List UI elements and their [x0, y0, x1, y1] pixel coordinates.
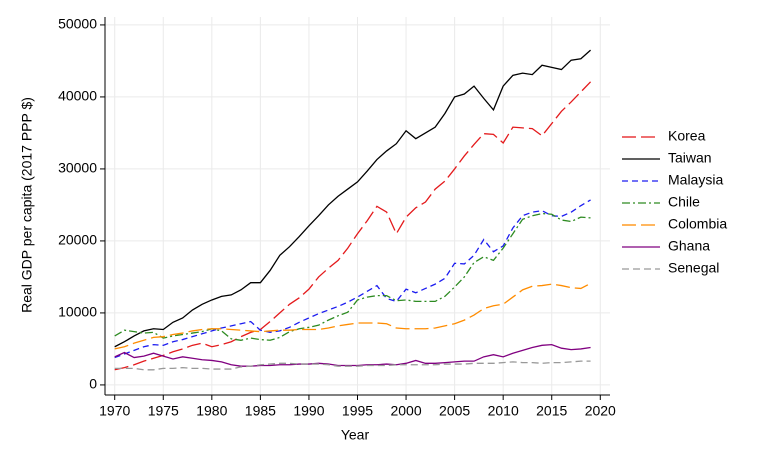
x-tick-label: 1980: [196, 403, 227, 419]
series-line: [114, 49, 592, 348]
x-tick-label: 1975: [148, 403, 179, 419]
x-axis-label: Year: [341, 427, 370, 443]
series-line: [114, 199, 591, 359]
series-line: [114, 81, 592, 371]
series-line: [114, 212, 591, 341]
y-tick-label: 10000: [58, 304, 97, 320]
y-axis-label: Real GDP per capita (2017 PPP $): [19, 97, 35, 313]
series-line: [114, 360, 591, 371]
x-tick-label: 2010: [488, 403, 519, 419]
x-tick-label: 2015: [536, 403, 567, 419]
x-tick-label: 1990: [293, 403, 324, 419]
x-tick-label: 1970: [99, 403, 130, 419]
legend-label: Ghana: [668, 238, 710, 254]
legend-label: Korea: [668, 128, 706, 144]
legend-label: Colombia: [668, 216, 727, 232]
y-tick-label: 20000: [58, 232, 97, 248]
legend-label: Malaysia: [668, 172, 723, 188]
x-tick-label: 2005: [439, 403, 470, 419]
x-tick-label: 1995: [342, 403, 373, 419]
legend-label: Taiwan: [668, 150, 712, 166]
legend-label: Chile: [668, 194, 700, 210]
y-tick-label: 40000: [58, 88, 97, 104]
x-tick-label: 1985: [245, 403, 276, 419]
x-tick-label: 2020: [585, 403, 616, 419]
y-tick-label: 0: [89, 376, 97, 392]
legend-label: Senegal: [668, 260, 719, 276]
x-tick-label: 2000: [390, 403, 421, 419]
y-tick-label: 50000: [58, 16, 97, 32]
series-line: [114, 282, 591, 350]
y-tick-label: 30000: [58, 160, 97, 176]
series-line: [114, 343, 591, 367]
